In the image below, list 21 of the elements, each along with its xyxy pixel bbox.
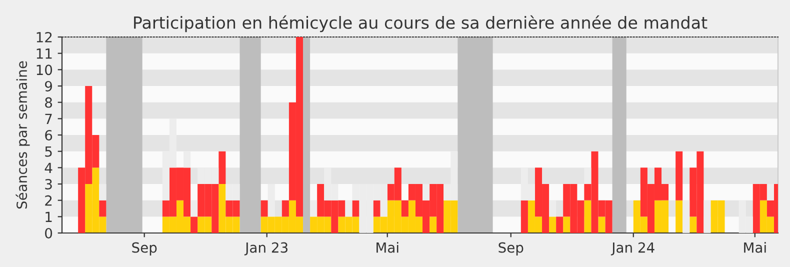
- y-tick-label: 5: [45, 146, 52, 157]
- y-tick-label: 6: [45, 130, 52, 140]
- y-tick-label: 9: [45, 80, 52, 92]
- x-tick-label: Mai: [376, 242, 398, 253]
- x-tick-label: Sep: [132, 242, 157, 256]
- x-tick-label: Sep: [498, 242, 524, 256]
- y-tick-label: 2: [45, 195, 52, 206]
- x-tick-label: Mai: [744, 242, 766, 253]
- y-tick-label: 12: [36, 32, 52, 42]
- x-tick-label: Jan 24: [610, 242, 654, 256]
- y-tick-label: 0: [45, 228, 52, 238]
- y-tick-label: 11: [36, 48, 52, 59]
- y-tick-label: 3: [45, 178, 52, 190]
- y-tick-label: 4: [44, 162, 52, 173]
- y-tick-label: 10: [36, 64, 52, 76]
- chart-title: Participation en hémicycle au cours de sa dernière année de mandat: [134, 15, 708, 32]
- y-tick-label: 7: [45, 114, 52, 124]
- y-axis-title: Séances par semaine: [16, 61, 30, 209]
- y-tick-label: 8: [45, 97, 52, 108]
- x-tick-label: Jan 23: [244, 242, 288, 256]
- y-tick-label: 1: [46, 212, 52, 222]
